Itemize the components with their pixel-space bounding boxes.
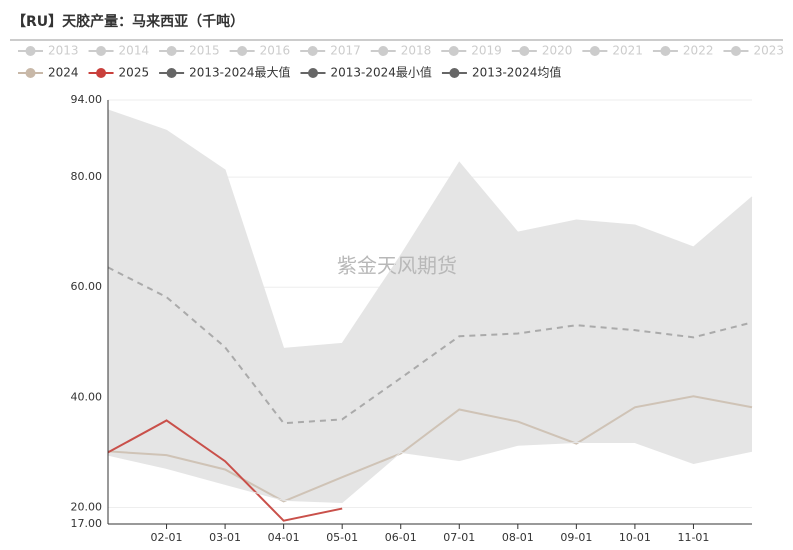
legend-label: 2024 [48, 66, 79, 80]
legend-marker [237, 46, 248, 56]
legend-item[interactable]: 2013-2024最大值 [159, 65, 291, 80]
legend-item[interactable]: 2015 [159, 44, 220, 58]
legend-marker [448, 46, 459, 56]
legend-label: 2019 [471, 44, 502, 58]
y-tick-label: 40.00 [71, 390, 103, 403]
legend-marker [96, 46, 107, 56]
legend-item[interactable]: 2019 [441, 44, 502, 58]
x-tick-label: 05-01 [326, 531, 358, 544]
legend-label: 2013-2024均值 [472, 65, 561, 80]
x-tick-label: 09-01 [560, 531, 592, 544]
x-tick-label: 07-01 [443, 531, 475, 544]
y-tick-label: 20.00 [71, 500, 103, 513]
y-tick-label: 80.00 [71, 170, 103, 183]
legend-label: 2017 [330, 44, 361, 58]
legend-marker [166, 46, 177, 56]
legend-item[interactable]: 2014 [88, 44, 150, 58]
series-line [107, 419, 343, 522]
legend-item[interactable]: 2022 [652, 44, 714, 58]
legend-item[interactable]: 2020 [511, 44, 573, 58]
legend-item[interactable]: 2017 [300, 44, 361, 58]
legend-item[interactable]: 2016 [229, 44, 291, 58]
legend-label: 2021 [612, 44, 643, 58]
legend-item[interactable]: 2018 [370, 44, 432, 58]
series-line [107, 109, 753, 349]
legend-item[interactable]: 2024 [18, 66, 79, 80]
legend-label: 2022 [683, 44, 714, 58]
legend-marker [25, 68, 36, 78]
legend-marker [519, 46, 530, 56]
legend-item[interactable]: 2013-2024最小值 [300, 65, 432, 80]
legend-label: 2013-2024最大值 [189, 65, 290, 80]
legend-marker [378, 46, 389, 56]
legend-marker [449, 68, 460, 78]
y-tick-label: 94.00 [71, 93, 103, 106]
legend-item[interactable]: 2013-2024均值 [441, 65, 561, 80]
legend-item[interactable]: 2025 [88, 66, 150, 80]
legend-item[interactable]: 2023 [723, 44, 784, 58]
series-line [107, 442, 753, 504]
legend-item[interactable]: 2013 [18, 44, 79, 58]
x-tick-label: 06-01 [385, 531, 417, 544]
legend-marker [730, 46, 741, 56]
x-tick-label: 08-01 [502, 531, 534, 544]
legend-label: 2016 [260, 44, 291, 58]
legend-marker [96, 68, 107, 78]
x-tick-label: 02-01 [151, 531, 183, 544]
x-tick-label: 04-01 [268, 531, 300, 544]
x-tick-label: 10-01 [619, 531, 651, 544]
legend-label: 2014 [119, 44, 150, 58]
legend-label: 2013 [48, 44, 79, 58]
legend-label: 2020 [542, 44, 573, 58]
x-tick-label: 11-01 [677, 531, 709, 544]
legend-label: 2015 [189, 44, 220, 58]
chart-title: 【RU】天胶产量：马来西亚（千吨） [12, 13, 244, 30]
legend-marker [166, 68, 177, 78]
x-tick-label: 03-01 [209, 531, 241, 544]
legend-label: 2023 [753, 44, 784, 58]
y-tick-label: 17.00 [71, 517, 103, 530]
series-line [107, 266, 753, 425]
range-band [108, 109, 752, 503]
legend-marker [25, 46, 36, 56]
legend-label: 2025 [119, 66, 150, 80]
legend-marker [660, 46, 671, 56]
y-tick-label: 60.00 [71, 280, 103, 293]
watermark: 紫金天风期货 [337, 254, 457, 278]
legend-marker [308, 68, 319, 78]
series-line [107, 395, 753, 503]
legend-marker [589, 46, 600, 56]
legend-label: 2013-2024最小值 [331, 65, 432, 80]
legend-item[interactable]: 2021 [582, 44, 643, 58]
legend-label: 2018 [401, 44, 432, 58]
legend-marker [307, 46, 318, 56]
